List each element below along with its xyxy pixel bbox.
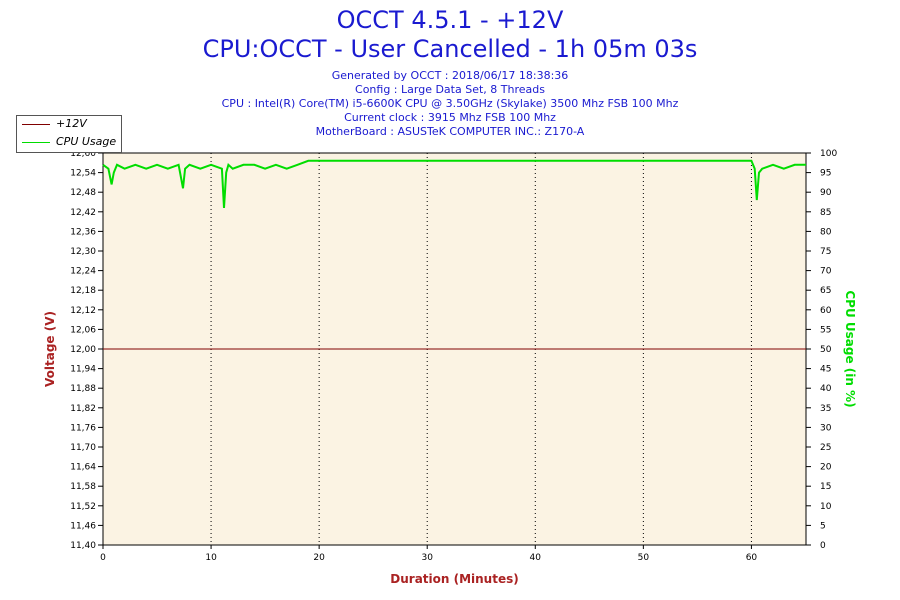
y2-tick-label: 30 — [820, 423, 832, 433]
y2-tick-label: 50 — [820, 345, 832, 355]
y2-tick-label: 95 — [820, 169, 831, 179]
info-clock: Current clock : 3915 Mhz FSB 100 Mhz — [344, 111, 556, 124]
y2-axis-title: CPU Usage (in %) — [843, 290, 857, 407]
y-tick-label: 11,88 — [70, 384, 96, 394]
y2-tick-label: 35 — [820, 404, 831, 414]
y-tick-label: 12,30 — [70, 247, 96, 257]
x-tick-label: 30 — [421, 553, 433, 563]
y2-tick-label: 70 — [820, 267, 832, 277]
y2-tick-label: 90 — [820, 188, 832, 198]
legend-label-12v: +12V — [56, 117, 87, 130]
info-motherboard: MotherBoard : ASUSTeK COMPUTER INC.: Z17… — [315, 125, 585, 138]
y-tick-label: 12,48 — [70, 188, 96, 198]
y-tick-label: 11,40 — [70, 541, 96, 551]
y2-tick-label: 40 — [820, 384, 832, 394]
y2-tick-label: 60 — [820, 306, 832, 316]
y-tick-label: 11,70 — [70, 443, 96, 453]
y-tick-label: 12,42 — [70, 208, 96, 218]
x-axis-title: Duration (Minutes) — [390, 572, 518, 586]
x-tick-label: 40 — [530, 553, 542, 563]
y2-tick-label: 0 — [820, 541, 826, 551]
x-tick-label: 50 — [638, 553, 650, 563]
y-tick-label: 11,94 — [70, 365, 96, 375]
x-tick-label: 0 — [100, 553, 106, 563]
y-tick-label: 12,60 — [70, 149, 96, 159]
y2-tick-label: 75 — [820, 247, 831, 257]
y2-tick-label: 80 — [820, 227, 832, 237]
y2-tick-label: 20 — [820, 463, 832, 473]
y-tick-label: 12,00 — [70, 345, 96, 355]
x-tick-label: 10 — [205, 553, 217, 563]
legend-swatch-cpu-usage — [22, 142, 50, 143]
y-tick-label: 11,64 — [70, 463, 96, 473]
y2-tick-label: 55 — [820, 325, 831, 335]
legend-label-cpu-usage: CPU Usage — [56, 135, 117, 148]
y-tick-label: 12,12 — [70, 306, 96, 316]
y-tick-label: 12,18 — [70, 286, 96, 296]
y-tick-label: 11,58 — [70, 482, 96, 492]
y-tick-label: 11,46 — [70, 521, 96, 531]
y-tick-label: 12,06 — [70, 325, 96, 335]
y2-tick-label: 85 — [820, 208, 831, 218]
y2-tick-label: 10 — [820, 502, 832, 512]
x-tick-label: 60 — [746, 553, 758, 563]
y2-tick-label: 25 — [820, 443, 831, 453]
y-tick-label: 11,52 — [70, 502, 96, 512]
legend: +12V CPU Usage — [16, 115, 122, 153]
x-tick-label: 20 — [313, 553, 325, 563]
info-generated: Generated by OCCT : 2018/06/17 18:38:36 — [331, 69, 569, 82]
y2-tick-label: 45 — [820, 365, 831, 375]
y-tick-label: 12,54 — [70, 169, 96, 179]
chart-subtitle: CPU:OCCT - User Cancelled - 1h 05m 03s — [202, 35, 698, 63]
y2-tick-label: 15 — [820, 482, 831, 492]
chart-title: OCCT 4.5.1 - +12V — [336, 6, 564, 34]
y2-tick-label: 65 — [820, 286, 831, 296]
y-tick-label: 11,82 — [70, 404, 96, 414]
legend-swatch-12v — [22, 124, 50, 125]
info-config: Config : Large Data Set, 8 Threads — [355, 83, 545, 96]
y-tick-label: 12,36 — [70, 227, 96, 237]
legend-entry-12v: +12V — [17, 116, 121, 132]
y2-tick-label: 100 — [820, 149, 837, 159]
legend-entry-cpu-usage: CPU Usage — [17, 134, 121, 150]
series-line-cpu-usage — [102, 159, 806, 208]
y-tick-label: 12,24 — [70, 267, 96, 277]
y-axis-title: Voltage (V) — [43, 311, 57, 387]
y-tick-label: 11,76 — [70, 423, 96, 433]
y2-tick-label: 5 — [820, 521, 826, 531]
info-cpu: CPU : Intel(R) Core(TM) i5-6600K CPU @ 3… — [221, 97, 679, 110]
